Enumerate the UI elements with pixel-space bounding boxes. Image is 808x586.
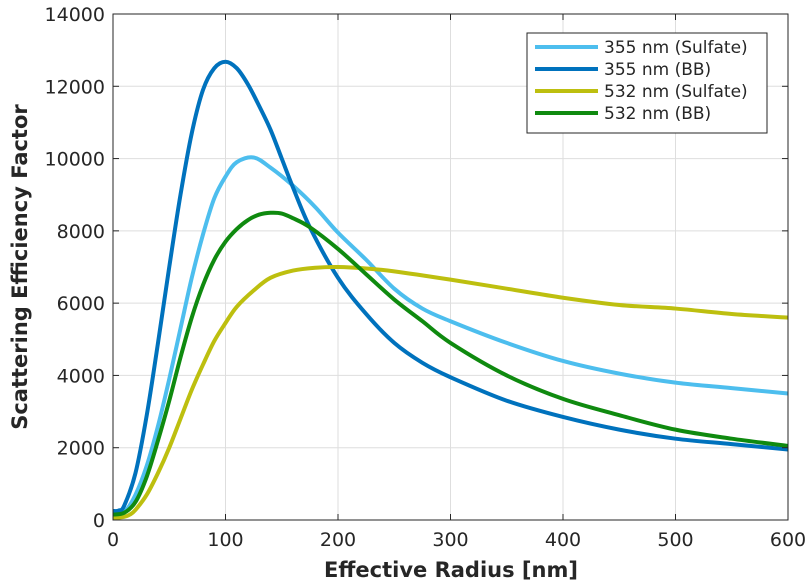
data-series: [112, 59, 789, 521]
x-axis-title: Effective Radius [nm]: [324, 558, 578, 582]
x-tick-label: 200: [320, 529, 356, 551]
y-tick-label: 14000: [45, 4, 105, 26]
legend-label: 532 nm (BB): [604, 104, 711, 124]
legend-label: 355 nm (Sulfate): [604, 38, 748, 58]
legend-label: 532 nm (Sulfate): [604, 82, 748, 102]
legend: 355 nm (Sulfate)355 nm (BB)532 nm (Sulfa…: [526, 32, 768, 134]
x-tick-label: 300: [432, 529, 468, 551]
y-tick-label: 8000: [57, 221, 105, 243]
x-tick-label: 500: [657, 529, 693, 551]
y-tick-label: 12000: [45, 76, 105, 98]
y-tick-label: 6000: [57, 293, 105, 315]
y-tick-label: 2000: [57, 438, 105, 460]
series-line-355-nm-bb: [112, 59, 789, 514]
y-axis-title: Scattering Efficiency Factor: [8, 104, 32, 430]
y-tick-label: 0: [93, 510, 105, 532]
x-tick-label: 100: [207, 529, 243, 551]
x-tick-label: 400: [545, 529, 581, 551]
x-tick-label: 600: [770, 529, 806, 551]
y-tick-label: 4000: [57, 365, 105, 387]
legend-label: 355 nm (BB): [604, 60, 711, 80]
axis-ticks: [112, 13, 789, 521]
legend-box: [526, 32, 768, 134]
tick-labels: 0 100 200 300 400 500 600020004000600080001000…: [45, 4, 807, 551]
x-tick-label: 0: [107, 529, 119, 551]
series-line-532-nm-sulfate: [112, 264, 789, 521]
series-line-355-nm-sulfate: [112, 155, 789, 517]
series-line-532-nm-bb: [112, 210, 789, 517]
y-tick-label: 10000: [45, 149, 105, 171]
